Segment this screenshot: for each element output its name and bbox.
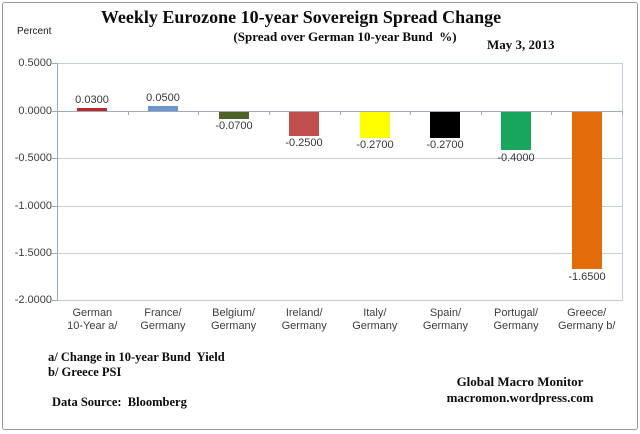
- y-axis-tick: [52, 158, 57, 159]
- gridline: [57, 158, 622, 159]
- y-axis-line: [57, 63, 58, 301]
- y-tick-label: -1.5000: [14, 247, 52, 259]
- y-tick-label: -2.0000: [14, 294, 52, 306]
- bar-value-label: -0.2500: [285, 137, 323, 149]
- gridline: [57, 300, 622, 301]
- y-axis-tick: [52, 206, 57, 207]
- bar-value-label: -1.6500: [568, 271, 606, 283]
- x-axis-label-ireland: Ireland/ Germany: [281, 307, 327, 332]
- category-axis-tick: [57, 111, 58, 115]
- y-axis-unit-label: Percent: [17, 26, 52, 37]
- chart-date: May 3, 2013: [487, 37, 555, 52]
- bar-portugal: [501, 112, 531, 150]
- y-axis-tick-labels: 0.5000 0.0000 -0.5000 -1.0000 -1.5000 -2.0000: [3, 57, 52, 306]
- bar-value-label: -0.4000: [497, 152, 535, 164]
- footnote-b: b/ Greece PSI: [48, 365, 122, 379]
- y-axis-tick: [52, 63, 57, 64]
- footnote-a: a/ Change in 10-year Bund Yield: [48, 350, 225, 364]
- gridline: [57, 63, 622, 64]
- bar-spain: [430, 112, 460, 138]
- category-axis-tick: [198, 111, 199, 115]
- bar-france: [148, 106, 178, 111]
- data-source: Data Source: Bloomberg: [52, 395, 187, 409]
- gridline: [57, 253, 622, 254]
- bar-value-label: -0.0700: [215, 120, 253, 132]
- y-axis-tick: [52, 111, 57, 112]
- x-axis-label-belgium: Belgium/ Germany: [210, 307, 257, 332]
- bar-value-label: 0.0500: [146, 92, 180, 104]
- bar-german: [77, 108, 107, 111]
- category-axis-tick: [551, 111, 552, 115]
- bar-value-label: -0.2700: [356, 139, 394, 151]
- x-axis-label-france: France/ Germany: [140, 307, 186, 332]
- y-tick-label: -1.0000: [14, 200, 52, 212]
- bar-value-label: -0.2700: [426, 139, 464, 151]
- x-axis-category-labels: German 10-Year a/France/ Germany Belgium/…: [57, 307, 622, 333]
- bar-ireland: [289, 112, 319, 136]
- category-axis-tick: [269, 111, 270, 115]
- plot-area: 0.0300 0.0500 -0.0700 -0.2500 -0.2700 -0.2700…: [52, 63, 623, 301]
- y-axis-tick: [52, 253, 57, 254]
- zero-axis-line: [57, 111, 622, 112]
- y-tick-label: 0.0000: [18, 105, 52, 117]
- y-tick-label: 0.5000: [18, 57, 52, 69]
- x-axis-label-italy: Italy/ Germany: [352, 307, 398, 332]
- branding-url: macromon.wordpress.com: [446, 390, 594, 405]
- chart-subtitle: (Spread over German 10-year Bund %): [233, 29, 457, 44]
- bar-value-label: 0.0300: [75, 94, 109, 106]
- x-axis-label-greece: Greece/ Germany b/: [557, 307, 616, 332]
- category-axis-tick: [410, 111, 411, 115]
- x-axis-label-spain: Spain/ Germany: [422, 307, 469, 332]
- branding-block: Global Macro Monitor macromon.wordpress.…: [420, 374, 620, 406]
- x-axis-label-german: German 10-Year a/: [67, 307, 118, 332]
- category-axis-tick: [128, 111, 129, 115]
- y-tick-label: -0.5000: [14, 152, 52, 164]
- y-axis-tick: [52, 300, 57, 301]
- branding-name: Global Macro Monitor: [456, 374, 584, 389]
- category-axis-tick: [481, 111, 482, 115]
- category-axis-tick: [340, 111, 341, 115]
- bar-belgium: [219, 112, 249, 119]
- chart-title: Weekly Eurozone 10-year Sovereign Spread…: [100, 7, 502, 27]
- bar-greece: [572, 112, 602, 269]
- category-axis-tick: [622, 111, 623, 115]
- bar-italy: [360, 112, 390, 138]
- gridline: [57, 206, 622, 207]
- x-axis-label-portugal: Portugal/ Germany: [493, 307, 539, 332]
